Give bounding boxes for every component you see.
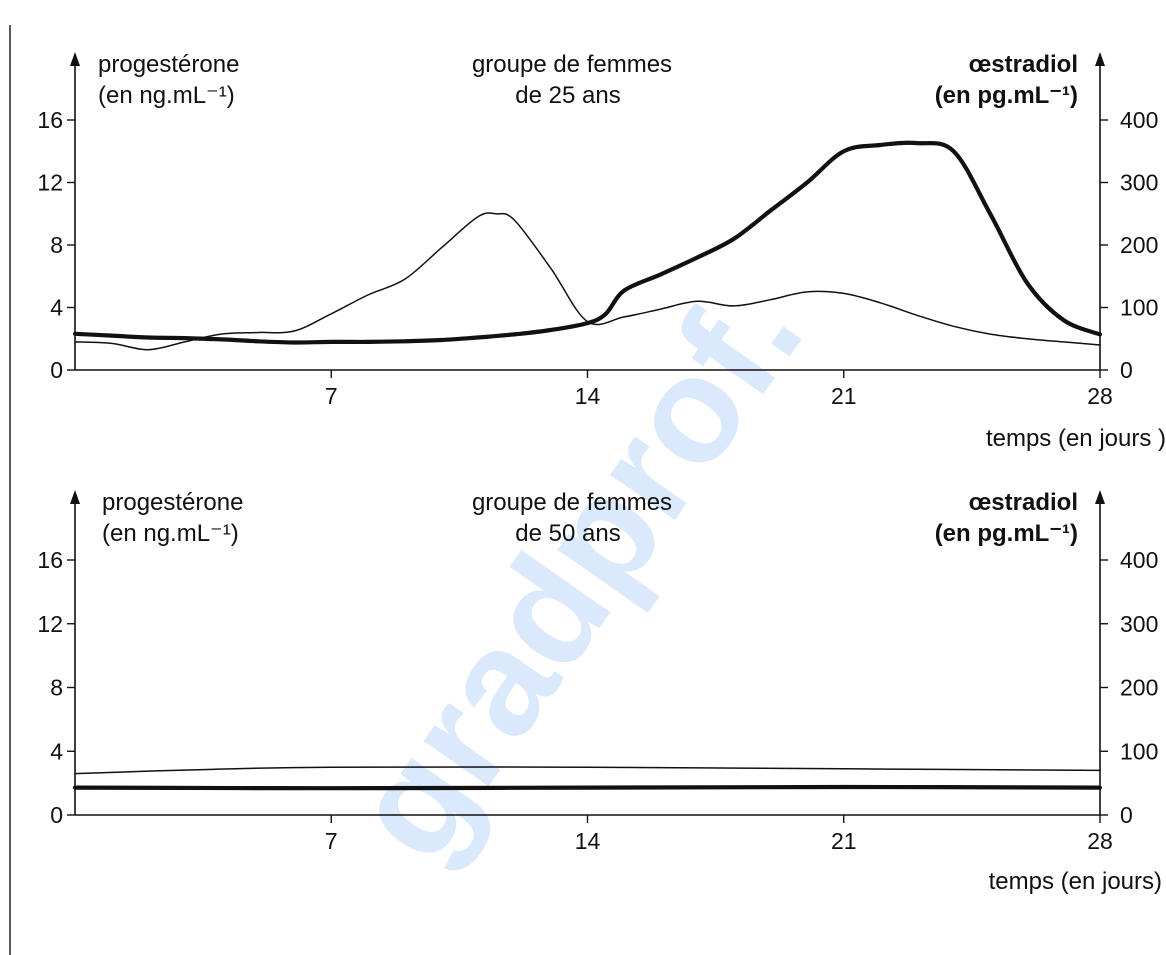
panel1-x-ticks: 7 14 21 28 <box>325 370 1113 409</box>
panel2-left-ticks: 0 4 8 12 16 <box>37 547 75 828</box>
panel1-right-tick-label: 100 <box>1120 295 1158 321</box>
panel2-oestradiol-line <box>72 784 1103 791</box>
panel2-x-ticks: 7 14 21 28 <box>325 815 1113 854</box>
panel2-right-tick-label: 0 <box>1120 802 1133 828</box>
panel2-right-ticks: 0 100 200 300 400 <box>1100 547 1158 828</box>
panel2-x-label: temps (en jours) <box>989 868 1162 895</box>
panel1-left-axis-arrow <box>70 52 80 66</box>
panel2-series <box>72 766 1103 791</box>
panel2-right-tick-label: 300 <box>1120 611 1158 637</box>
panel2-right-axis-arrow <box>1095 490 1105 504</box>
panel1-right-tick-label: 300 <box>1120 170 1158 196</box>
panel2-right-tick-label: 200 <box>1120 675 1158 701</box>
panel1-left-tick-label: 16 <box>37 107 63 133</box>
panel2-x-tick-label: 7 <box>325 828 338 854</box>
panel1-left-ticks: 0 4 8 12 16 <box>37 107 75 383</box>
panel2-left-unit: (en ng.mL⁻¹) <box>102 520 239 547</box>
panel1-right-ticks: 0 100 200 300 400 <box>1100 107 1158 383</box>
panel1-oestradiol-line <box>72 140 1103 345</box>
panel1-left-unit: (en ng.mL⁻¹) <box>98 82 235 109</box>
panel2-x-tick-label: 28 <box>1087 828 1113 854</box>
panel1-x-tick-label: 28 <box>1087 383 1113 409</box>
panel2-left-tick-label: 12 <box>37 611 63 637</box>
panel2-x-tick-label: 14 <box>575 828 601 854</box>
panel1-subtitle: de 25 ans <box>515 82 620 109</box>
panel1-right-unit: (en pg.mL⁻¹) <box>935 82 1078 109</box>
panel2-x-tick-label: 21 <box>831 828 857 854</box>
panel2-title: groupe de femmes <box>472 489 672 516</box>
panel2-right-tick-label: 100 <box>1120 738 1158 764</box>
panel1-right-axis-arrow <box>1095 52 1105 66</box>
panel2-left-tick-label: 4 <box>50 738 63 764</box>
panel1-left-label: progestérone <box>98 51 239 78</box>
panel1-right-label: œstradiol <box>969 51 1078 78</box>
panel2-right-label: œstradiol <box>969 489 1078 516</box>
panel1-right-tick-label: 400 <box>1120 107 1158 133</box>
panel2-left-axis-arrow <box>70 490 80 504</box>
panel1-title: groupe de femmes <box>472 51 672 78</box>
panel1-series <box>72 140 1103 351</box>
panel-50-ans: progestérone (en ng.mL⁻¹) groupe de femm… <box>37 489 1162 895</box>
panel1-x-tick-label: 7 <box>325 383 338 409</box>
panel1-left-tick-label: 8 <box>50 232 63 258</box>
panel1-right-tick-label: 200 <box>1120 232 1158 258</box>
panel1-x-label: temps (en jours ) <box>986 425 1166 452</box>
panel1-x-tick-label: 14 <box>575 383 601 409</box>
panel-25-ans: progestérone (en ng.mL⁻¹) groupe de femm… <box>37 51 1166 452</box>
panel1-left-tick-label: 12 <box>37 170 63 196</box>
panel2-left-tick-label: 8 <box>50 675 63 701</box>
panel2-left-tick-label: 16 <box>37 547 63 573</box>
panel2-left-tick-label: 0 <box>50 802 63 828</box>
panel2-subtitle: de 50 ans <box>515 520 620 547</box>
panel1-left-tick-label: 4 <box>50 295 63 321</box>
panel2-right-tick-label: 400 <box>1120 547 1158 573</box>
panel1-right-tick-label: 0 <box>1120 357 1133 383</box>
watermark-text: gradprof. <box>319 253 834 889</box>
panel1-x-tick-label: 21 <box>831 383 857 409</box>
panel2-progesterone-line <box>74 766 1101 775</box>
panel1-progesterone-line <box>74 212 1101 351</box>
panel2-right-unit: (en pg.mL⁻¹) <box>935 520 1078 547</box>
panel2-left-label: progestérone <box>102 489 243 516</box>
panel1-left-tick-label: 0 <box>50 357 63 383</box>
